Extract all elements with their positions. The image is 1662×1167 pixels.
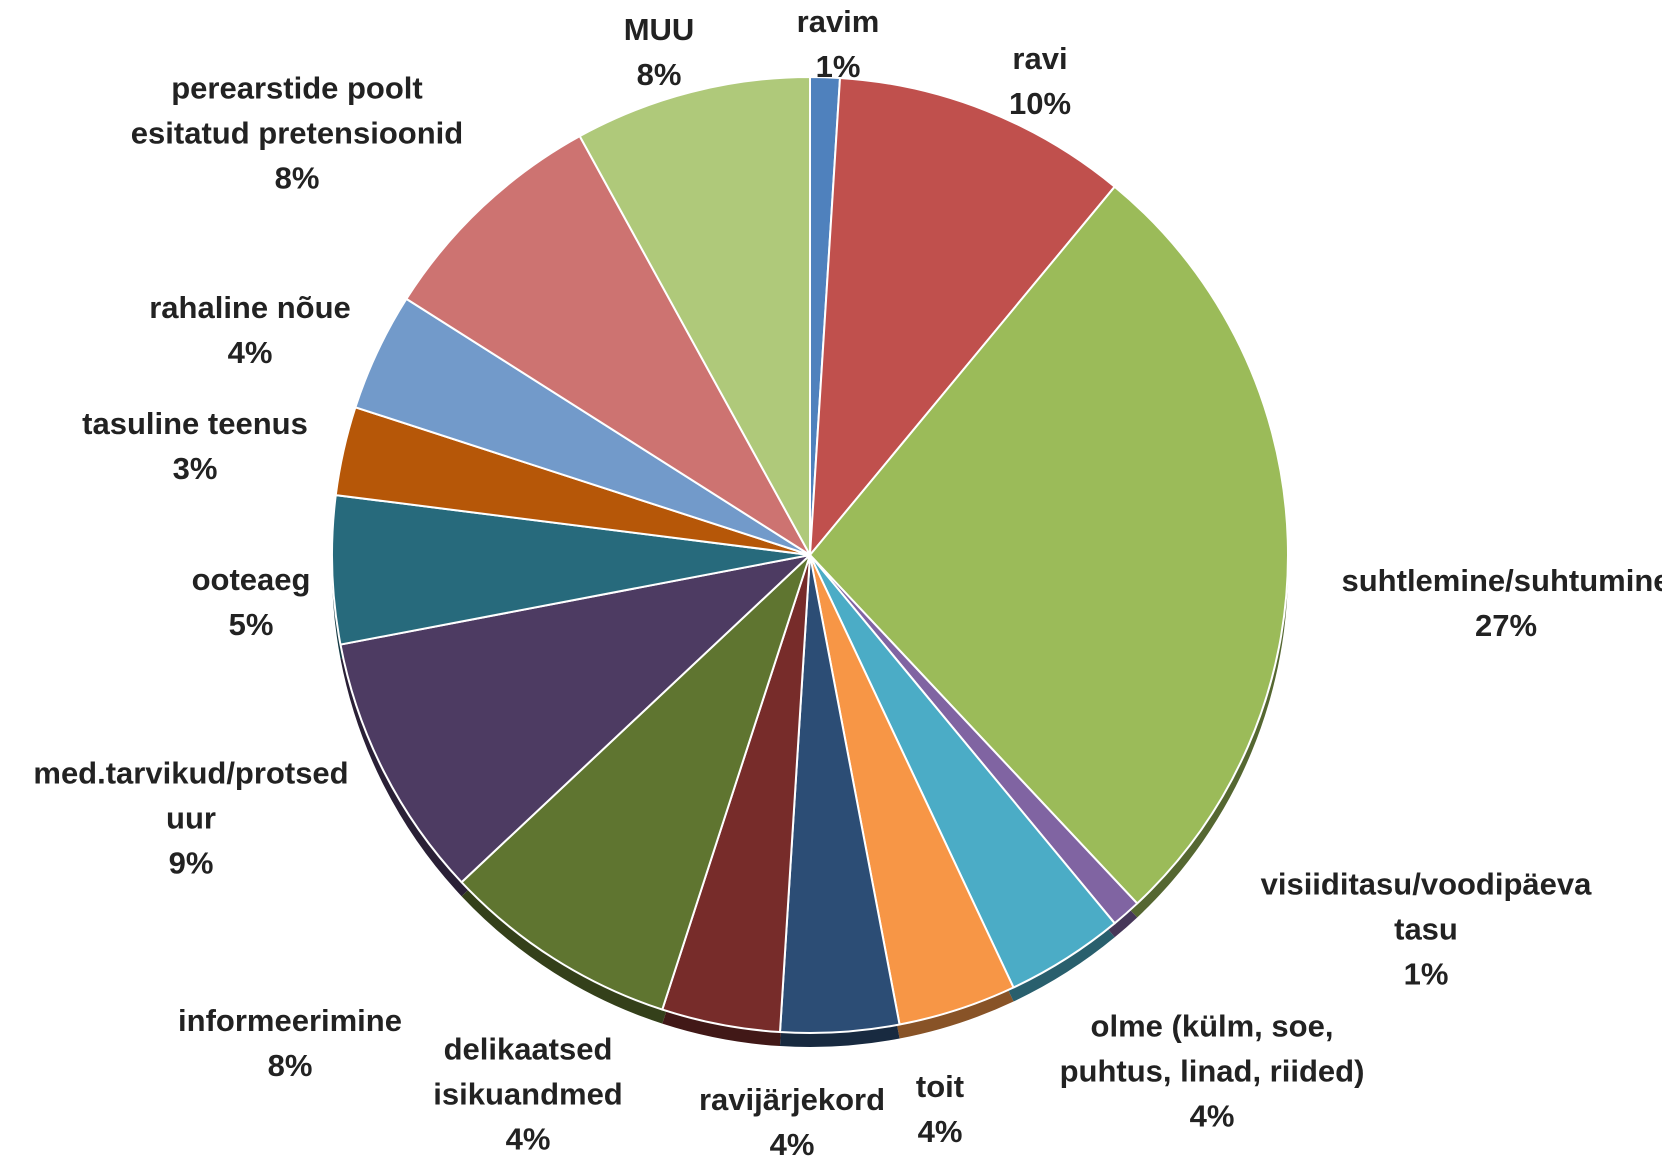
slice-label-text: delikaatsed xyxy=(443,1031,613,1067)
slice-label-ravij-rjekord: ravijärjekord 4% xyxy=(699,1077,885,1167)
slice-label-informeerimine: informeerimine 8% xyxy=(178,998,402,1088)
slice-label-text: perearstide poolt xyxy=(171,70,423,106)
slice-label-rahaline-n-ue: rahaline nõue 4% xyxy=(149,285,351,375)
slice-label-olme-k-lm-soe-puhtus-linad-riided: olme (külm, soe, puhtus, linad, riided) 4% xyxy=(1060,1004,1365,1139)
slice-label-med-tarvikud-protsed-uur: med.tarvikud/protsed uur 9% xyxy=(33,751,348,886)
slice-label-perearstide-poolt-esitatud-pretensioonid: perearstide poolt esitatud pretensioonid 8… xyxy=(131,66,463,201)
slice-label-tasuline-teenus: tasuline teenus 3% xyxy=(82,401,308,491)
pie-slice-ooteaeg xyxy=(331,494,811,646)
slice-value-label: 4% xyxy=(769,1127,815,1162)
slice-value-label: 4% xyxy=(917,1114,963,1149)
slice-value-label: 1% xyxy=(815,49,861,84)
slice-value-label: 8% xyxy=(267,1048,313,1083)
slice-label-text: informeerimine xyxy=(178,1003,402,1038)
pie-slice-ravi xyxy=(809,76,1116,556)
slice-label-text: tasuline teenus xyxy=(82,406,308,441)
slice-label-text: uur xyxy=(166,800,216,836)
slice-value-label: 5% xyxy=(228,607,274,642)
slice-value-label: 27% xyxy=(1474,608,1538,643)
slice-label-text: ravijärjekord xyxy=(698,1082,886,1117)
slice-value-label: 8% xyxy=(274,160,320,196)
slice-label-text: ooteaeg xyxy=(191,562,311,597)
slice-value-label: 4% xyxy=(1189,1098,1235,1134)
slice-value-label: 10% xyxy=(1008,86,1072,121)
slice-label-text: ravim xyxy=(796,4,880,39)
slice-label-text: visiiditasu/voodipäeva xyxy=(1260,866,1592,902)
slice-label-text: esitatud pretensioonid xyxy=(130,115,464,151)
slice-label-toit: toit 4% xyxy=(916,1064,964,1154)
slice-value-label: 1% xyxy=(1403,956,1449,992)
pie-slice-muu xyxy=(578,76,811,556)
slice-label-text: tasu xyxy=(1394,911,1458,947)
slice-label-text: rahaline nõue xyxy=(149,290,351,325)
slice-label-text: toit xyxy=(915,1069,965,1104)
slice-label-suhtlemine-suhtumine: suhtlemine/suhtumine 27% xyxy=(1342,558,1662,648)
slice-value-label: 4% xyxy=(227,335,273,370)
slice-label-text: med.tarvikud/protsed xyxy=(33,755,349,791)
pie-slice-informeerimine xyxy=(460,554,811,1011)
slice-label-text: ravi xyxy=(1012,41,1068,76)
slice-label-text: isikuandmed xyxy=(433,1076,623,1112)
pie-slices xyxy=(331,75,1289,1034)
slice-label-muu: MUU 8% xyxy=(624,7,695,97)
slice-value-label: 8% xyxy=(636,57,682,92)
slice-label-text: MUU xyxy=(623,12,695,47)
slice-label-ooteaeg: ooteaeg 5% xyxy=(192,557,311,647)
slice-label-visiiditasu-voodip-eva-tasu: visiiditasu/voodipäeva tasu 1% xyxy=(1261,862,1592,997)
slice-value-label: 9% xyxy=(168,845,214,881)
slice-value-label: 3% xyxy=(172,451,218,486)
slice-label-text: puhtus, linad, riided) xyxy=(1059,1053,1365,1089)
pie-slice-perearstide-poolt-esitatud-pretensioonid xyxy=(405,135,811,556)
slice-label-delikaatsed-isikuandmed: delikaatsed isikuandmed 4% xyxy=(433,1027,623,1162)
slice-label-text: olme (külm, soe, xyxy=(1090,1008,1334,1044)
pie-slice-med-tarvikud-protsed-uur xyxy=(339,554,811,884)
slice-label-ravim: ravim 1% xyxy=(797,0,880,89)
slice-value-label: 4% xyxy=(505,1121,551,1157)
pie-slice-suhtlemine-suhtumine xyxy=(809,185,1289,905)
slice-label-text: suhtlemine/suhtumine xyxy=(1341,563,1662,598)
slice-label-ravi: ravi 10% xyxy=(1009,36,1071,126)
